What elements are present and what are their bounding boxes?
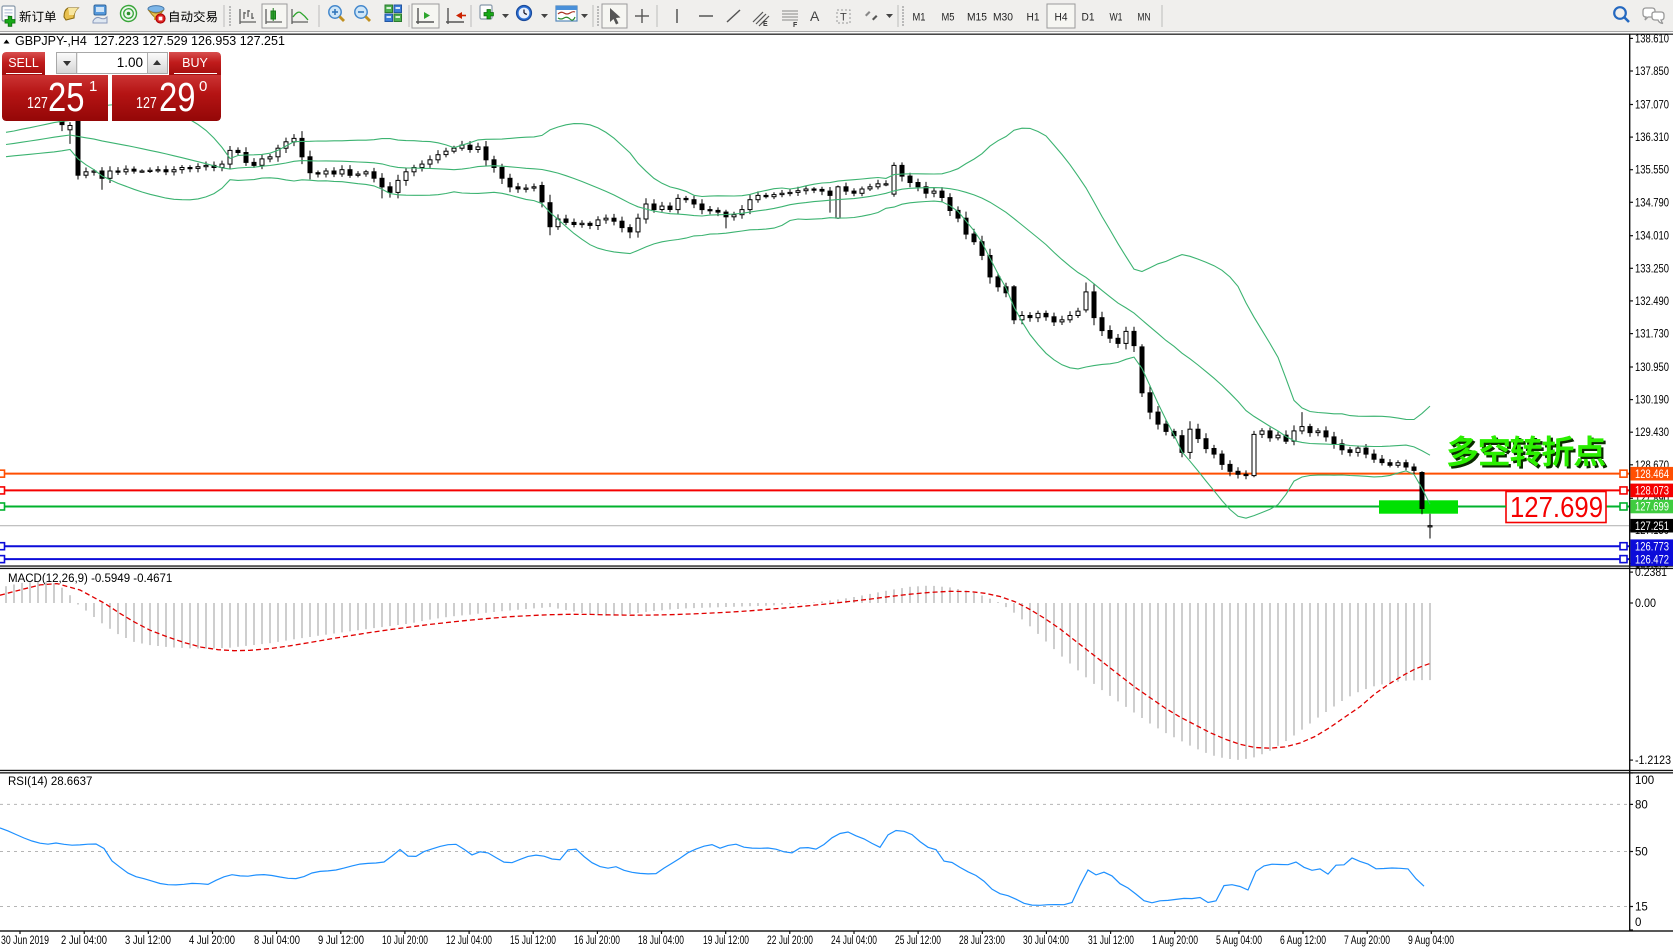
svg-text:30 Jul 04:00: 30 Jul 04:00 (1023, 935, 1069, 947)
svg-text:A: A (810, 8, 820, 24)
svg-text:-1.2123: -1.2123 (1635, 755, 1671, 767)
svg-text:136.310: 136.310 (1635, 132, 1669, 144)
svg-text:GBPJPY-,H4 127.223 127.529 12: GBPJPY-,H4 127.223 127.529 126.953 127.2… (15, 34, 285, 48)
svg-text:30 Jun 2019: 30 Jun 2019 (1, 935, 49, 947)
svg-text:19 Jul 12:00: 19 Jul 12:00 (703, 935, 749, 947)
svg-text:132.490: 132.490 (1635, 296, 1669, 308)
svg-text:W1: W1 (1110, 12, 1123, 24)
svg-text:D1: D1 (1082, 12, 1095, 24)
svg-text:134.010: 134.010 (1635, 231, 1669, 243)
svg-text:131.730: 131.730 (1635, 329, 1669, 341)
svg-text:134.790: 134.790 (1635, 197, 1669, 209)
svg-text:M15: M15 (967, 12, 987, 24)
svg-text:9 Aug 04:00: 9 Aug 04:00 (1408, 935, 1454, 947)
svg-text:130.190: 130.190 (1635, 395, 1669, 407)
svg-text:9 Jul 12:00: 9 Jul 12:00 (318, 935, 364, 947)
svg-text:H1: H1 (1027, 12, 1040, 24)
svg-text:128.464: 128.464 (1635, 469, 1669, 481)
svg-text:138.610: 138.610 (1635, 33, 1669, 45)
svg-text:M1: M1 (913, 12, 926, 24)
svg-text:31 Jul 12:00: 31 Jul 12:00 (1088, 935, 1134, 947)
svg-text:16 Jul 20:00: 16 Jul 20:00 (574, 935, 620, 947)
svg-text:127.699: 127.699 (1635, 502, 1669, 514)
svg-text:129.430: 129.430 (1635, 427, 1669, 439)
svg-text:4 Jul 20:00: 4 Jul 20:00 (189, 935, 235, 947)
svg-text:22 Jul 20:00: 22 Jul 20:00 (767, 935, 813, 947)
svg-text:137.070: 137.070 (1635, 100, 1669, 112)
svg-text:135.550: 135.550 (1635, 165, 1669, 177)
svg-text:M30: M30 (993, 12, 1013, 24)
svg-text:0: 0 (1635, 917, 1641, 929)
svg-text:28 Jul 23:00: 28 Jul 23:00 (959, 935, 1005, 947)
svg-text:F: F (793, 22, 798, 29)
svg-text:E: E (763, 21, 768, 28)
svg-text:80: 80 (1635, 799, 1648, 811)
svg-text:127.699: 127.699 (1510, 492, 1603, 524)
svg-text:133.250: 133.250 (1635, 263, 1669, 275)
svg-text:126.773: 126.773 (1635, 541, 1669, 553)
svg-text:0.00: 0.00 (1635, 598, 1656, 610)
svg-text:H4: H4 (1055, 12, 1068, 24)
svg-text:0.2381: 0.2381 (1635, 567, 1667, 579)
svg-text:12 Jul 04:00: 12 Jul 04:00 (446, 935, 492, 947)
svg-text:5 Aug 04:00: 5 Aug 04:00 (1216, 935, 1262, 947)
svg-text:25 Jul 12:00: 25 Jul 12:00 (895, 935, 941, 947)
svg-text:130.950: 130.950 (1635, 362, 1669, 374)
svg-text:126.472: 126.472 (1635, 554, 1669, 566)
svg-text:2 Jul 04:00: 2 Jul 04:00 (61, 935, 107, 947)
svg-text:18 Jul 04:00: 18 Jul 04:00 (638, 935, 684, 947)
svg-text:24 Jul 04:00: 24 Jul 04:00 (831, 935, 877, 947)
svg-text:137.850: 137.850 (1635, 66, 1669, 78)
svg-text:MACD(12,26,9) -0.5949 -0.4671: MACD(12,26,9) -0.5949 -0.4671 (8, 573, 172, 585)
svg-text:50: 50 (1635, 847, 1648, 859)
svg-text:MN: MN (1138, 12, 1151, 24)
svg-text:128.073: 128.073 (1635, 486, 1669, 498)
svg-text:6 Aug 12:00: 6 Aug 12:00 (1280, 935, 1326, 947)
svg-text:127.251: 127.251 (1635, 521, 1669, 533)
svg-text:RSI(14) 28.6637: RSI(14) 28.6637 (8, 776, 92, 788)
svg-text:T: T (840, 12, 847, 24)
svg-text:8 Jul 04:00: 8 Jul 04:00 (254, 935, 300, 947)
svg-text:100: 100 (1635, 775, 1654, 787)
svg-text:M5: M5 (942, 12, 955, 24)
svg-text:15 Jul 12:00: 15 Jul 12:00 (510, 935, 556, 947)
svg-text:10 Jul 20:00: 10 Jul 20:00 (382, 935, 428, 947)
svg-text:7 Aug 20:00: 7 Aug 20:00 (1344, 935, 1390, 947)
svg-text:1 Aug 20:00: 1 Aug 20:00 (1152, 935, 1198, 947)
svg-text:15: 15 (1635, 902, 1648, 914)
svg-text:3 Jul 12:00: 3 Jul 12:00 (125, 935, 171, 947)
